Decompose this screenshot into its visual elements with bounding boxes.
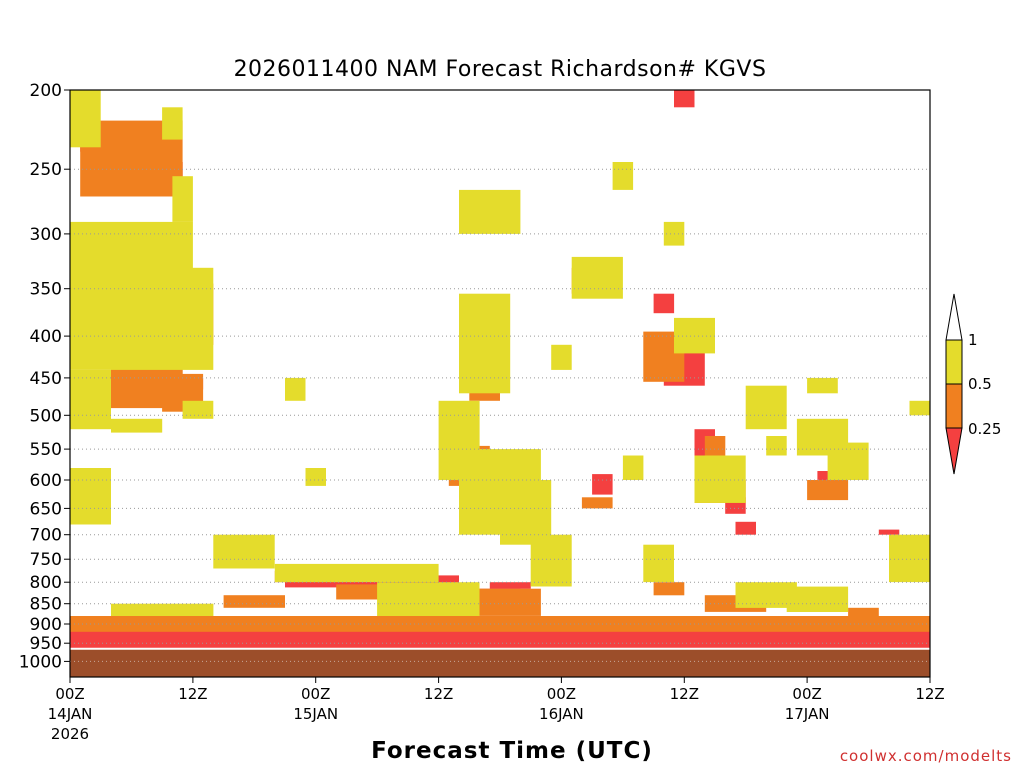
- heatmap-cell: [694, 455, 746, 503]
- heatmap-cell: [172, 176, 193, 222]
- y-tick-label: 650: [30, 499, 62, 519]
- heatmap-cell: [70, 267, 214, 370]
- heatmap-cell: [622, 455, 644, 480]
- heatmap-cell: [305, 468, 326, 486]
- ground-layer: [70, 647, 930, 677]
- plot-frame: [69, 89, 931, 678]
- y-tick-label: 250: [30, 160, 62, 180]
- heatmap-cell: [653, 293, 675, 314]
- colorbar-legend: 1 0.5 0.25: [945, 293, 1001, 475]
- heatmap-cell: [530, 534, 572, 587]
- ground-surface: [70, 648, 930, 677]
- heatmap-cell: [479, 588, 541, 616]
- x-tick-label: 12Z: [178, 685, 207, 703]
- heatmap-cell: [889, 534, 930, 583]
- y-tick-label: 400: [30, 327, 62, 347]
- x-tick-label: 12Z: [915, 685, 944, 703]
- heatmap-cell: [807, 480, 849, 501]
- heatmap-cell: [111, 418, 163, 433]
- heatmap-cell: [162, 107, 183, 140]
- heatmap-cell: [612, 162, 634, 190]
- x-tick-label: 00Z: [547, 685, 576, 703]
- legend-swatch: [945, 339, 963, 385]
- heatmap-cell: [704, 436, 726, 462]
- x-date-label: 14JAN: [48, 705, 93, 723]
- x-tick-label: 00Z: [55, 685, 84, 703]
- heatmap-cell: [581, 497, 613, 509]
- heatmap-cell: [643, 544, 674, 583]
- y-tick-label: 850: [30, 595, 62, 615]
- heatmap-cell: [674, 90, 695, 108]
- heatmap-cell: [766, 436, 787, 456]
- heatmap-cell: [745, 385, 787, 430]
- y-tick-label: 1000: [19, 652, 62, 672]
- chart-title: 2026011400 NAM Forecast Richardson# KGVS: [234, 57, 767, 82]
- legend-label: 0.25: [968, 420, 1001, 438]
- heatmap-cell: [377, 582, 480, 616]
- y-tick-label: 450: [30, 369, 62, 389]
- heatmap-cell: [827, 442, 869, 480]
- x-tick-label: 12Z: [670, 685, 699, 703]
- y-tick-label: 300: [30, 225, 62, 245]
- heatmap-cell: [70, 616, 930, 632]
- heatmap-cell: [878, 529, 900, 535]
- heatmap-cell: [786, 586, 849, 612]
- heatmap-cell: [70, 468, 111, 525]
- legend-swatch: [945, 293, 963, 341]
- y-tick-label: 750: [30, 550, 62, 570]
- y-tick-label: 950: [30, 634, 62, 654]
- x-tick-label: 00Z: [301, 685, 330, 703]
- x-axis-title: Forecast Time (UTC): [371, 738, 653, 764]
- heatmap-cell: [70, 369, 111, 430]
- x-date-label: 17JAN: [785, 705, 830, 723]
- x-tick-label: 12Z: [424, 685, 453, 703]
- y-tick-label: 900: [30, 615, 62, 635]
- heatmap-cell: [223, 595, 285, 608]
- x-date-label: 15JAN: [293, 705, 338, 723]
- legend-label: 0.5: [968, 375, 992, 393]
- heatmap-cell: [571, 256, 623, 299]
- y-tick-label: 800: [30, 573, 62, 593]
- heatmap-cell: [500, 480, 552, 545]
- heatmap-cell: [459, 293, 511, 394]
- legend-label: 1: [968, 331, 978, 349]
- heatmap-cell: [807, 377, 838, 394]
- heatmap-cell: [111, 603, 214, 616]
- y-tick-label: 200: [30, 81, 62, 101]
- y-tick-label: 550: [30, 440, 62, 460]
- heatmap-cell: [735, 521, 756, 535]
- heatmap-cell: [909, 400, 930, 416]
- y-tick-label: 500: [30, 406, 62, 426]
- heatmap-cell: [848, 607, 879, 616]
- credit-text: coolwx.com/modelts: [840, 747, 1012, 765]
- heatmap-cell: [459, 189, 521, 234]
- y-tick-label: 700: [30, 526, 62, 546]
- heatmap-cell: [70, 90, 101, 148]
- heatmap-cell: [182, 400, 214, 419]
- x-axis: 00Z 14JAN 2026 12Z 00Z 15JAN 12Z 00Z 16JAN 12Z 00Z…: [48, 677, 945, 743]
- heatmap-cell: [213, 534, 275, 569]
- heatmap-cell: [489, 582, 531, 589]
- heatmap-cell: [70, 629, 930, 649]
- legend-swatch: [945, 427, 963, 475]
- heatmap-cell: [274, 563, 439, 583]
- legend-swatch: [945, 383, 963, 429]
- y-tick-label: 350: [30, 280, 62, 300]
- heatmap-cell: [653, 582, 685, 596]
- y-axis: 200 250 300 350 400 450 500 550 600 650 700 750 8008…: [19, 81, 70, 672]
- heatmap-cells: [70, 90, 930, 649]
- x-year-label: 2026: [51, 725, 89, 743]
- y-tick-label: 600: [30, 471, 62, 491]
- heatmap-cell: [592, 474, 613, 495]
- heatmap-cell: [551, 344, 572, 370]
- x-tick-label: 00Z: [792, 685, 821, 703]
- heatmap-cell: [285, 377, 306, 401]
- x-date-label: 16JAN: [539, 705, 584, 723]
